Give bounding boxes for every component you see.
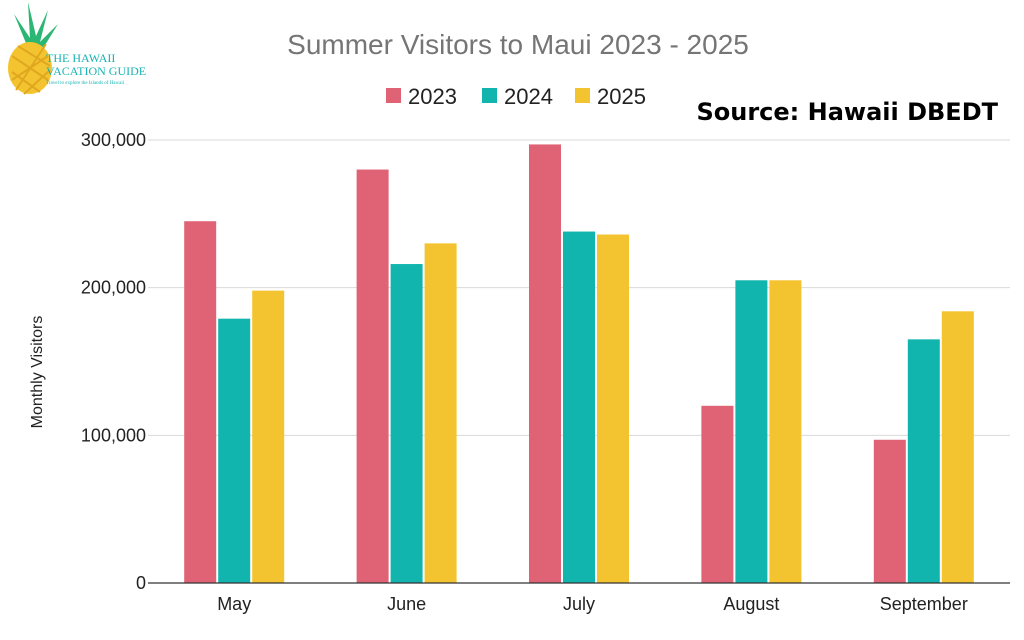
x-tick-label: July xyxy=(563,594,595,614)
bar-july-2023 xyxy=(529,144,561,583)
y-axis-title: Monthly Visitors xyxy=(29,316,46,429)
bar-may-2023 xyxy=(184,221,217,583)
x-tick-label: June xyxy=(387,594,426,614)
x-tick-label: September xyxy=(880,594,968,614)
y-axis-tick-labels: 0 100,000 200,000 300,000 xyxy=(81,130,146,593)
logo-line2: VACATION GUIDE xyxy=(46,64,146,78)
bars xyxy=(184,144,974,584)
bar-august-2024 xyxy=(735,280,768,583)
logo-tagline: Travel to explore the Islands of Hawaii xyxy=(46,81,125,86)
chart-title: Summer Visitors to Maui 2023 - 2025 xyxy=(287,29,749,60)
hawaii-vacation-guide-logo: THE HAWAII VACATION GUIDE Travel to expl… xyxy=(8,2,146,95)
legend-swatch-2025 xyxy=(575,88,590,103)
bar-june-2025 xyxy=(424,243,457,583)
legend-label-2024: 2024 xyxy=(504,84,553,109)
logo-line1: THE HAWAII xyxy=(46,51,115,65)
x-axis-category-labels: May June July August September xyxy=(217,594,968,614)
bar-june-2024 xyxy=(390,264,423,583)
y-tick-label: 100,000 xyxy=(81,425,146,445)
bar-september-2025 xyxy=(941,311,974,583)
legend: 2023 2024 2025 xyxy=(386,84,646,109)
legend-label-2025: 2025 xyxy=(597,84,646,109)
bar-july-2025 xyxy=(597,234,629,584)
legend-swatch-2023 xyxy=(386,88,401,103)
bar-may-2025 xyxy=(252,290,285,583)
bar-may-2024 xyxy=(218,318,251,583)
bar-june-2023 xyxy=(356,169,389,584)
x-tick-label: May xyxy=(217,594,251,614)
bar-september-2023 xyxy=(873,439,906,583)
bar-august-2023 xyxy=(701,405,734,583)
legend-swatch-2024 xyxy=(482,88,497,103)
bar-august-2025 xyxy=(769,280,802,583)
legend-label-2023: 2023 xyxy=(408,84,457,109)
bar-september-2024 xyxy=(907,339,940,583)
x-tick-label: August xyxy=(723,594,779,614)
y-tick-label: 0 xyxy=(136,573,146,593)
y-tick-label: 300,000 xyxy=(81,130,146,150)
bar-july-2024 xyxy=(563,231,595,583)
y-tick-label: 200,000 xyxy=(81,278,146,298)
pineapple-leaves-icon xyxy=(14,2,58,50)
source-note: Source: Hawaii DBEDT xyxy=(696,98,998,126)
